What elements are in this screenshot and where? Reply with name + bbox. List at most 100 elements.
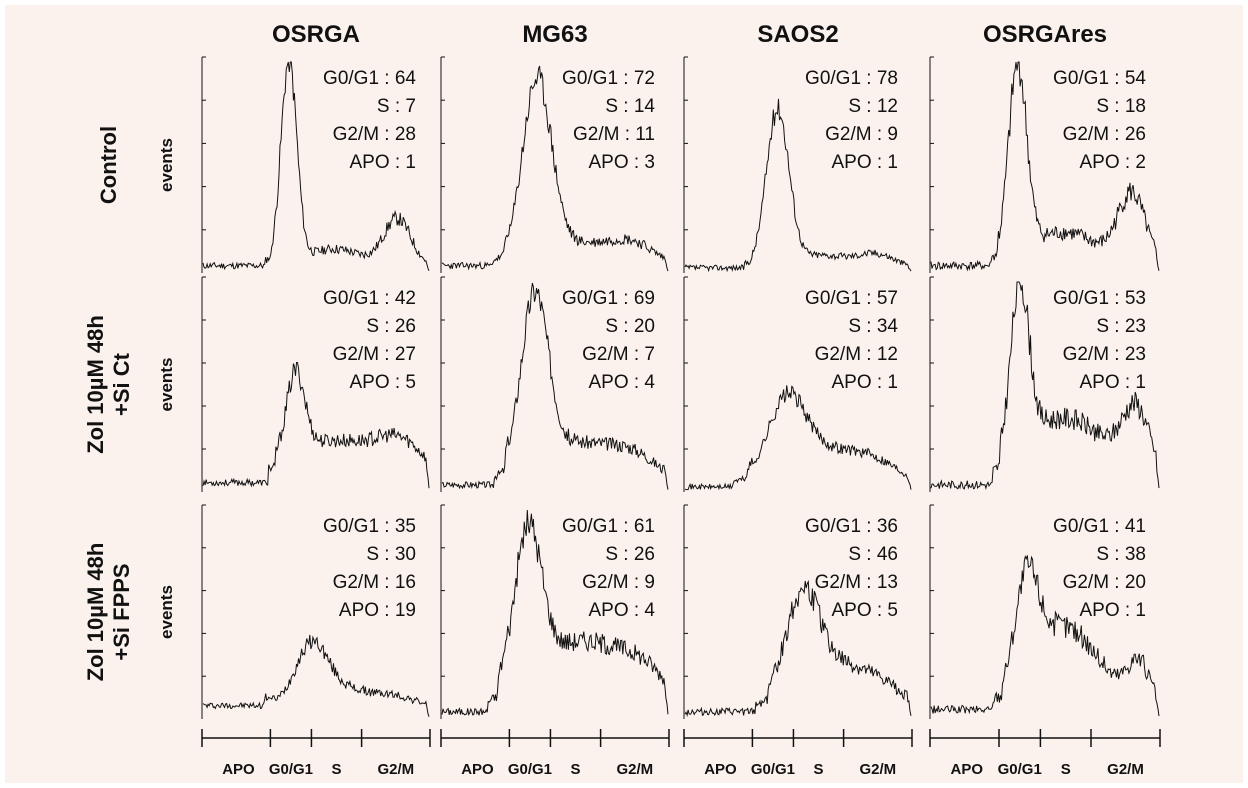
stat-g0g1: G0/G1 : 72: [562, 68, 655, 89]
stat-apo: APO : 1: [831, 372, 898, 393]
stat-apo: APO : 3: [588, 152, 655, 173]
stat-s: S : 38: [1096, 544, 1146, 565]
histogram-panel: G0/G1 : 69 S : 20 G2/M : 7 APO : 4: [440, 276, 669, 492]
stat-g2m: G2/M : 9: [825, 124, 898, 145]
stat-s: S : 23: [1096, 316, 1146, 337]
row-label-line: Control: [96, 126, 121, 204]
x-tick-label: G0/G1: [269, 761, 313, 778]
histogram-trace: [202, 361, 430, 489]
histogram-panel: G0/G1 : 42 S : 26 G2/M : 27 APO : 5: [201, 276, 430, 492]
x-tick-label: G2/M: [616, 761, 653, 778]
row-label-line: Zol 10µM 48h: [83, 315, 108, 454]
x-tick-label: S: [571, 761, 581, 778]
stat-g2m: G2/M : 7: [582, 344, 655, 365]
x-tick-label: S: [1061, 761, 1071, 778]
stat-g2m: G2/M : 9: [582, 572, 655, 593]
y-axis-label: events: [157, 585, 176, 639]
x-tick-label: G0/G1: [751, 761, 795, 778]
x-axis: APO G0/G1 S G2/M: [440, 729, 670, 778]
histogram-panel: G0/G1 : 54 S : 18 G2/M : 26 APO : 2: [929, 56, 1160, 273]
column-header: SAOS2: [757, 21, 838, 48]
figure-background: [5, 5, 1243, 783]
stat-g0g1: G0/G1 : 61: [562, 516, 655, 537]
stat-g2m: G2/M : 12: [815, 344, 898, 365]
row-label-line: +Si FPPS: [109, 563, 134, 660]
column-header: MG63: [522, 21, 587, 48]
stat-g2m: G2/M : 20: [1063, 572, 1146, 593]
column-header: OSRGA: [272, 21, 360, 48]
stat-s: S : 46: [848, 544, 898, 565]
row-label-line: Zol 10µM 48h: [83, 543, 108, 682]
stat-apo: APO : 2: [1079, 152, 1146, 173]
x-axis: APO G0/G1 S G2/M: [201, 729, 431, 778]
stat-g0g1: G0/G1 : 78: [805, 68, 898, 89]
stat-apo: APO : 4: [588, 600, 655, 621]
stat-g2m: G2/M : 27: [333, 344, 416, 365]
stat-s: S : 34: [848, 316, 898, 337]
stat-g0g1: G0/G1 : 35: [323, 516, 416, 537]
histogram-panel: G0/G1 : 53 S : 23 G2/M : 23 APO : 1: [929, 276, 1160, 492]
x-tick-label: G2/M: [1107, 761, 1144, 778]
stat-apo: APO : 5: [349, 372, 416, 393]
stat-g0g1: G0/G1 : 41: [1053, 516, 1146, 537]
histogram-panel: G0/G1 : 64 S : 7 G2/M : 28 APO : 1: [201, 56, 430, 273]
histogram-trace: [202, 634, 430, 717]
stat-g2m: G2/M : 13: [815, 572, 898, 593]
histogram-panel: G0/G1 : 78 S : 12 G2/M : 9 APO : 1: [683, 56, 912, 273]
x-axis: APO G0/G1 S G2/M: [683, 729, 913, 778]
stat-g2m: G2/M : 26: [1063, 124, 1146, 145]
histogram-panel: G0/G1 : 35 S : 30 G2/M : 16 APO : 19: [201, 504, 430, 719]
stat-g0g1: G0/G1 : 54: [1053, 68, 1146, 89]
stat-g2m: G2/M : 11: [573, 124, 655, 145]
stat-s: S : 18: [1096, 96, 1146, 117]
stat-s: S : 30: [366, 544, 416, 565]
stat-g0g1: G0/G1 : 42: [323, 288, 416, 309]
x-tick-label: APO: [222, 761, 255, 778]
histogram-trace: [684, 579, 912, 718]
x-axis: APO G0/G1 S G2/M: [929, 729, 1161, 778]
x-tick-label: G2/M: [377, 761, 414, 778]
histogram-trace: [930, 61, 1160, 272]
stat-apo: APO : 1: [1079, 600, 1146, 621]
stat-s: S : 14: [605, 96, 655, 117]
stat-g2m: G2/M : 16: [333, 572, 416, 593]
row-label: Zol 10µM 48h +Si FPPS: [83, 543, 134, 682]
stat-apo: APO : 1: [831, 152, 898, 173]
stat-g0g1: G0/G1 : 53: [1053, 288, 1146, 309]
x-tick-label: APO: [951, 761, 984, 778]
stat-apo: APO : 1: [1079, 372, 1146, 393]
histogram-trace: [684, 385, 912, 491]
row-label-line: +Si Ct: [109, 352, 134, 416]
y-axis-label: events: [157, 358, 176, 412]
stat-s: S : 12: [848, 96, 898, 117]
stat-g0g1: G0/G1 : 36: [805, 516, 898, 537]
stat-s: S : 7: [377, 96, 416, 117]
histogram-trace: [684, 98, 912, 273]
stat-g0g1: G0/G1 : 64: [323, 68, 416, 89]
y-axis-label: events: [157, 138, 176, 192]
stat-apo: APO : 1: [349, 152, 416, 173]
stat-s: S : 20: [605, 316, 655, 337]
histogram-trace: [441, 65, 669, 272]
histogram-panel: G0/G1 : 61 S : 26 G2/M : 9 APO : 4: [440, 504, 669, 719]
row-label: Zol 10µM 48h +Si Ct: [83, 315, 134, 454]
stat-s: S : 26: [605, 544, 655, 565]
stat-g2m: G2/M : 23: [1063, 344, 1146, 365]
stat-s: S : 26: [366, 316, 416, 337]
row-label: Control: [96, 126, 121, 204]
histogram-trace: [441, 509, 669, 717]
stat-apo: APO : 5: [831, 600, 898, 621]
histogram-panel: G0/G1 : 41 S : 38 G2/M : 20 APO : 1: [929, 504, 1160, 719]
histogram-panel: G0/G1 : 36 S : 46 G2/M : 13 APO : 5: [683, 504, 912, 719]
x-tick-label: S: [332, 761, 342, 778]
histogram-trace: [930, 281, 1160, 491]
stat-g0g1: G0/G1 : 57: [805, 288, 898, 309]
histogram-trace: [441, 282, 669, 490]
x-tick-label: G2/M: [859, 761, 896, 778]
x-tick-label: APO: [704, 761, 737, 778]
x-tick-label: APO: [461, 761, 494, 778]
histogram-trace: [202, 61, 430, 271]
histogram-panel: G0/G1 : 57 S : 34 G2/M : 12 APO : 1: [683, 276, 912, 492]
